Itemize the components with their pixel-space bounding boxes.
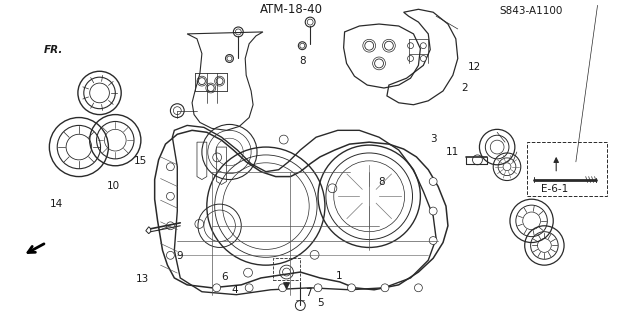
Circle shape (408, 43, 413, 48)
Circle shape (310, 250, 319, 259)
Circle shape (429, 178, 437, 185)
Circle shape (420, 56, 426, 62)
Circle shape (245, 284, 253, 292)
Circle shape (198, 78, 205, 85)
Text: S843-A1100: S843-A1100 (499, 6, 563, 16)
Circle shape (278, 284, 287, 292)
Text: ATM-18-40: ATM-18-40 (260, 3, 323, 16)
Circle shape (195, 219, 204, 228)
Text: E-6-1: E-6-1 (541, 184, 568, 194)
Text: FR.: FR. (44, 45, 63, 55)
Text: 11: 11 (445, 147, 459, 157)
Bar (273, 258, 300, 280)
Circle shape (328, 184, 337, 193)
Text: 9: 9 (177, 250, 184, 261)
Text: 7: 7 (305, 287, 312, 298)
Circle shape (408, 56, 413, 62)
Circle shape (415, 284, 422, 292)
Text: 3: 3 (430, 134, 436, 145)
Circle shape (429, 207, 437, 215)
Circle shape (429, 237, 437, 244)
Circle shape (348, 284, 355, 292)
Text: 14: 14 (50, 199, 63, 209)
Text: 10: 10 (107, 181, 120, 191)
Text: 8: 8 (378, 177, 385, 187)
Circle shape (420, 43, 426, 48)
Circle shape (314, 284, 322, 292)
Circle shape (385, 41, 394, 50)
Circle shape (212, 153, 221, 162)
Text: 15: 15 (134, 156, 147, 166)
Circle shape (381, 284, 389, 292)
Circle shape (212, 284, 221, 292)
Circle shape (374, 59, 383, 68)
Text: 12: 12 (468, 62, 481, 72)
Bar (527, 142, 607, 196)
Circle shape (216, 78, 223, 85)
Circle shape (166, 192, 174, 200)
Circle shape (166, 163, 174, 171)
Text: 5: 5 (317, 298, 323, 308)
Text: 8: 8 (299, 56, 306, 66)
Circle shape (207, 85, 214, 92)
Text: 13: 13 (136, 274, 149, 284)
Circle shape (365, 41, 374, 50)
Text: 1: 1 (335, 271, 342, 281)
Text: 6: 6 (221, 272, 228, 283)
Text: 4: 4 (232, 285, 238, 295)
Circle shape (166, 251, 174, 259)
Circle shape (166, 222, 174, 230)
Circle shape (503, 163, 511, 171)
Text: 2: 2 (461, 83, 468, 93)
Circle shape (279, 135, 288, 144)
Circle shape (244, 268, 252, 277)
